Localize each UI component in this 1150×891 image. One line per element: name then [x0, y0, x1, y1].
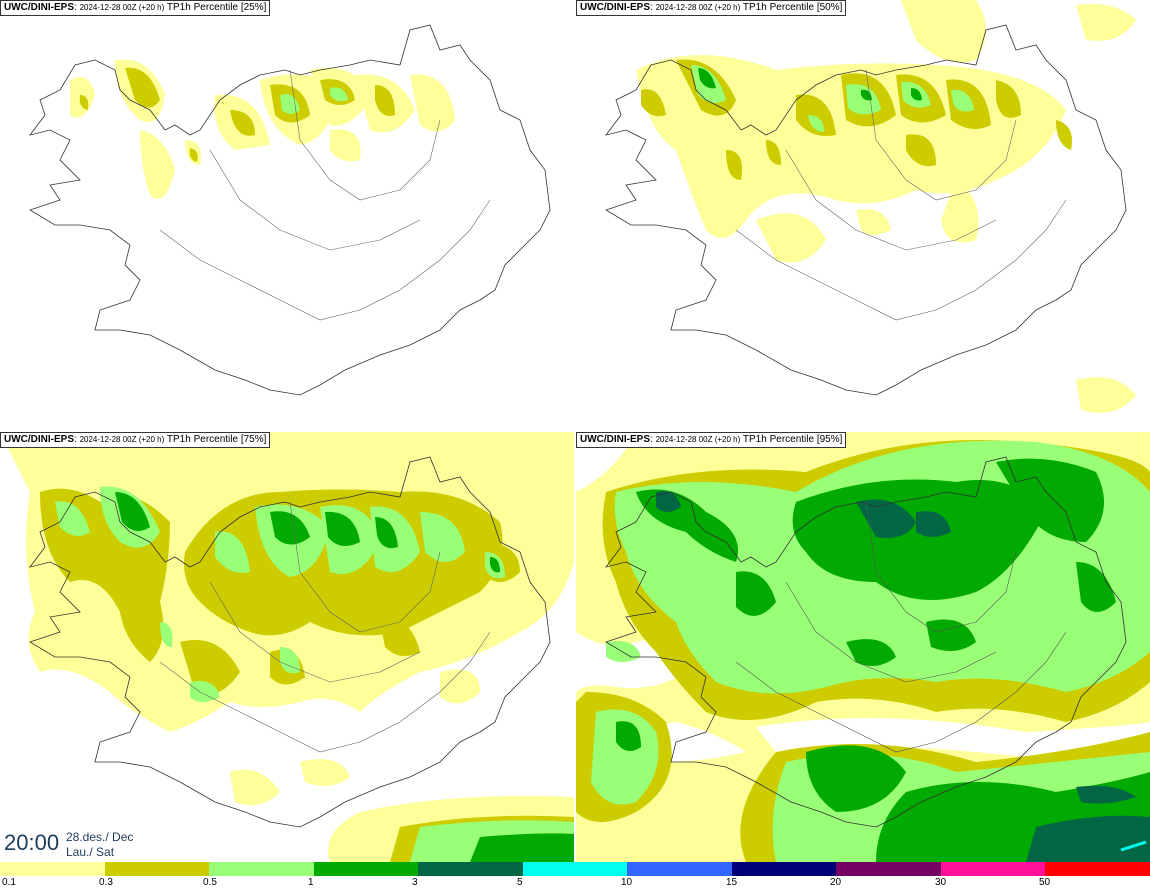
run-time: 2024-12-28 00Z (+20 h) — [655, 435, 741, 444]
legend-label: 0.5 — [203, 877, 217, 888]
color-legend: 0.1 0.3 0.5 1 3 5 10 15 20 30 50 — [0, 862, 1150, 891]
legend-label: 0.3 — [99, 877, 113, 888]
legend-swatch — [940, 862, 1046, 876]
panel-title: UWC/DINI-EPS: 2024-12-28 00Z (+20 h) TP1… — [0, 432, 271, 448]
legend-swatch — [522, 862, 628, 876]
model-name: UWC/DINI-EPS — [580, 434, 650, 445]
legend-label: 50 — [1039, 877, 1051, 888]
map-panel-p95: UWC/DINI-EPS: 2024-12-28 00Z (+20 h) TP1… — [576, 432, 1150, 862]
precip-map — [605, 0, 1136, 413]
legend-label: 10 — [621, 877, 633, 888]
valid-date: 28.des./ Dec — [66, 830, 134, 844]
valid-day: Lau./ Sat — [66, 845, 115, 859]
legend-swatch — [0, 862, 105, 876]
legend-swatch — [104, 862, 210, 876]
legend-label: 1 — [308, 877, 314, 888]
product-name: TP1h Percentile [95%] — [742, 434, 843, 445]
legend-color-bar — [0, 862, 1150, 876]
product-name: TP1h Percentile [50%] — [742, 2, 843, 13]
panel-title: UWC/DINI-EPS: 2024-12-28 00Z (+20 h) TP1… — [576, 432, 847, 448]
legend-swatch — [627, 862, 732, 876]
run-time: 2024-12-28 00Z (+20 h) — [79, 435, 165, 444]
product-name: TP1h Percentile [25%] — [166, 2, 267, 13]
legend-swatch — [313, 862, 419, 876]
model-name: UWC/DINI-EPS — [580, 2, 650, 13]
legend-swatch — [731, 862, 837, 876]
legend-swatch — [836, 862, 941, 876]
model-name: UWC/DINI-EPS — [4, 434, 74, 445]
legend-label: 5 — [517, 877, 523, 888]
panel-divider — [575, 0, 576, 862]
precip-map — [576, 432, 1150, 862]
precip-map — [0, 432, 574, 862]
legend-label: 30 — [935, 877, 947, 888]
panel-title: UWC/DINI-EPS: 2024-12-28 00Z (+20 h) TP1… — [0, 0, 271, 16]
legend-swatch — [418, 862, 523, 876]
legend-label: 15 — [726, 877, 738, 888]
legend-swatch — [1045, 862, 1150, 876]
legend-swatch — [209, 862, 314, 876]
panel-title: UWC/DINI-EPS: 2024-12-28 00Z (+20 h) TP1… — [576, 0, 847, 16]
legend-label: 0.1 — [2, 877, 16, 888]
valid-time: 20:00 — [4, 830, 60, 855]
map-panel-p50: UWC/DINI-EPS: 2024-12-28 00Z (+20 h) TP1… — [576, 0, 1150, 430]
run-time: 2024-12-28 00Z (+20 h) — [79, 3, 165, 12]
legend-label: 20 — [830, 877, 842, 888]
map-panel-p25: UWC/DINI-EPS: 2024-12-28 00Z (+20 h) TP1… — [0, 0, 574, 430]
product-name: TP1h Percentile [75%] — [166, 434, 267, 445]
valid-time-box: 20:00 28.des./ Dec Lau./ Sat — [0, 826, 135, 862]
model-name: UWC/DINI-EPS — [4, 2, 74, 13]
legend-label: 3 — [412, 877, 418, 888]
map-panel-p75: UWC/DINI-EPS: 2024-12-28 00Z (+20 h) TP1… — [0, 432, 574, 862]
precip-map — [29, 24, 551, 396]
run-time: 2024-12-28 00Z (+20 h) — [655, 3, 741, 12]
